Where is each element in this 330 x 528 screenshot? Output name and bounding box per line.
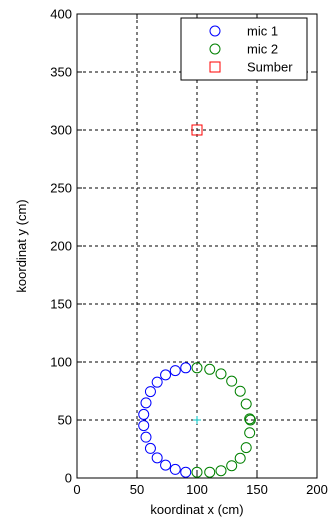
x-tick-label: 0 xyxy=(73,482,80,497)
mic-2-point xyxy=(234,452,246,464)
mic-1-point xyxy=(151,452,163,464)
mic-2-point xyxy=(204,363,216,375)
mic-2-point xyxy=(191,466,203,478)
mic-2-point xyxy=(234,385,246,397)
legend-label-mic-1: mic 1 xyxy=(247,24,278,39)
mic-2-point xyxy=(244,427,256,439)
mic-2-point xyxy=(244,414,256,426)
y-tick-label: 400 xyxy=(50,7,72,22)
mic-2-point xyxy=(215,465,227,477)
legend-label-mic-2: mic 2 xyxy=(247,42,278,57)
y-tick-label: 100 xyxy=(50,355,72,370)
legend-box xyxy=(180,17,308,81)
mic-1-point xyxy=(151,376,163,388)
x-tick-label: 50 xyxy=(130,482,144,497)
y-tick-label: 300 xyxy=(50,123,72,138)
mic-2-point xyxy=(226,460,238,472)
y-tick-label: 0 xyxy=(65,471,72,486)
mic-1-point xyxy=(140,431,152,443)
mic-1-point xyxy=(138,420,150,432)
mic-1-point xyxy=(180,466,192,478)
mic-1-point xyxy=(140,397,152,409)
mic-1-point xyxy=(144,386,156,398)
mic-2-point xyxy=(240,398,252,410)
mic-2-point xyxy=(215,368,227,380)
sumber-point xyxy=(191,124,203,136)
x-tick-label: 200 xyxy=(306,482,328,497)
mic-2-point xyxy=(226,375,238,387)
legend-marker-mic-1 xyxy=(209,25,221,37)
mic-2-point xyxy=(244,413,256,425)
x-tick-label: 150 xyxy=(246,482,268,497)
mic-1-point xyxy=(180,362,192,374)
y-tick-label: 250 xyxy=(50,181,72,196)
mic-2-point xyxy=(191,362,203,374)
x-tick-label: 100 xyxy=(186,482,208,497)
mic-1-point xyxy=(144,442,156,454)
legend-marker-mic-2 xyxy=(209,43,221,55)
legend-marker-sumber xyxy=(209,61,221,73)
y-tick-label: 350 xyxy=(50,65,72,80)
mic-2-point xyxy=(204,466,216,478)
y-tick-label: 150 xyxy=(50,297,72,312)
legend-label-sumber: Sumber xyxy=(247,60,293,75)
mic-1-point xyxy=(138,408,150,420)
y-tick-label: 50 xyxy=(58,413,72,428)
mic-1-point xyxy=(169,463,181,475)
x-axis-label: koordinat x (cm) xyxy=(150,502,243,517)
mic-2-point xyxy=(240,442,252,454)
mic-1-point xyxy=(169,365,181,377)
mic-1-point xyxy=(160,459,172,471)
mic-1-point xyxy=(160,369,172,381)
y-tick-label: 200 xyxy=(50,239,72,254)
y-axis-label: koordinat y (cm) xyxy=(14,199,29,292)
